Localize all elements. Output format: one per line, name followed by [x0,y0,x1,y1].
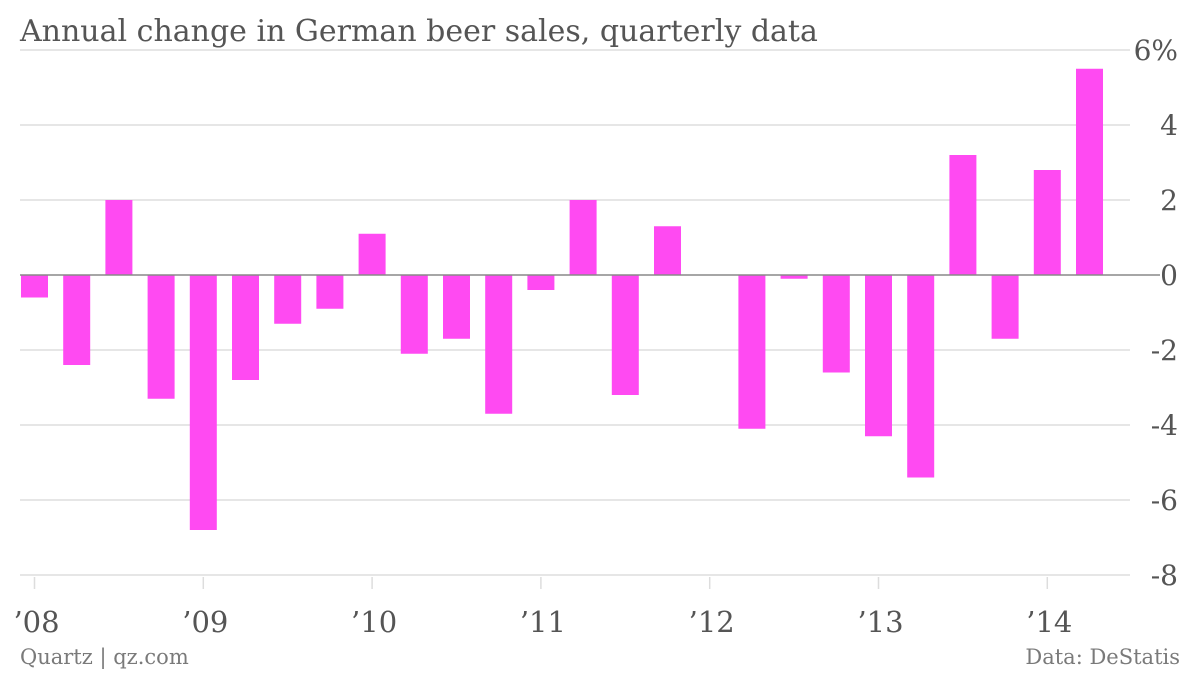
bar [738,275,766,429]
bar [654,226,681,275]
y-tick-label: 6% [1134,34,1178,67]
y-tick-label: -2 [1151,334,1178,367]
y-tick-label: 0 [1160,259,1178,292]
y-tick-label: -4 [1151,409,1178,442]
bar [316,275,344,309]
bar [147,275,175,399]
bar [485,275,513,414]
x-tick-label: ’12 [689,605,735,639]
bar [232,275,259,380]
bar [400,275,428,354]
bar [907,275,935,478]
x-tick-label: ’11 [520,605,566,639]
bar [1033,170,1061,275]
bar [822,275,850,373]
bar [105,200,133,275]
bar [189,275,217,530]
x-tick-label: ’08 [13,605,59,639]
bar [21,275,48,298]
bar [611,275,639,395]
source-credit: Quartz | qz.com [20,645,189,669]
x-tick-label: ’14 [1026,605,1072,639]
data-source: Data: DeStatis [1025,645,1180,669]
x-tick-label: ’10 [351,605,397,639]
bar [865,275,892,437]
bar [274,275,302,324]
bar [358,233,386,275]
bar [443,275,470,339]
y-tick-label: 2 [1160,184,1178,217]
bar [1076,68,1103,275]
bar [780,275,808,279]
y-tick-label: -8 [1151,559,1178,592]
bar [63,275,91,365]
chart-title: Annual change in German beer sales, quar… [20,14,818,49]
y-tick-label: -6 [1151,484,1178,517]
bar [569,200,597,275]
bar [991,275,1019,339]
x-tick-label: ’13 [857,605,903,639]
y-tick-label: 4 [1160,109,1178,142]
x-tick-label: ’09 [182,605,228,639]
bar [527,275,555,290]
bar [949,155,977,275]
